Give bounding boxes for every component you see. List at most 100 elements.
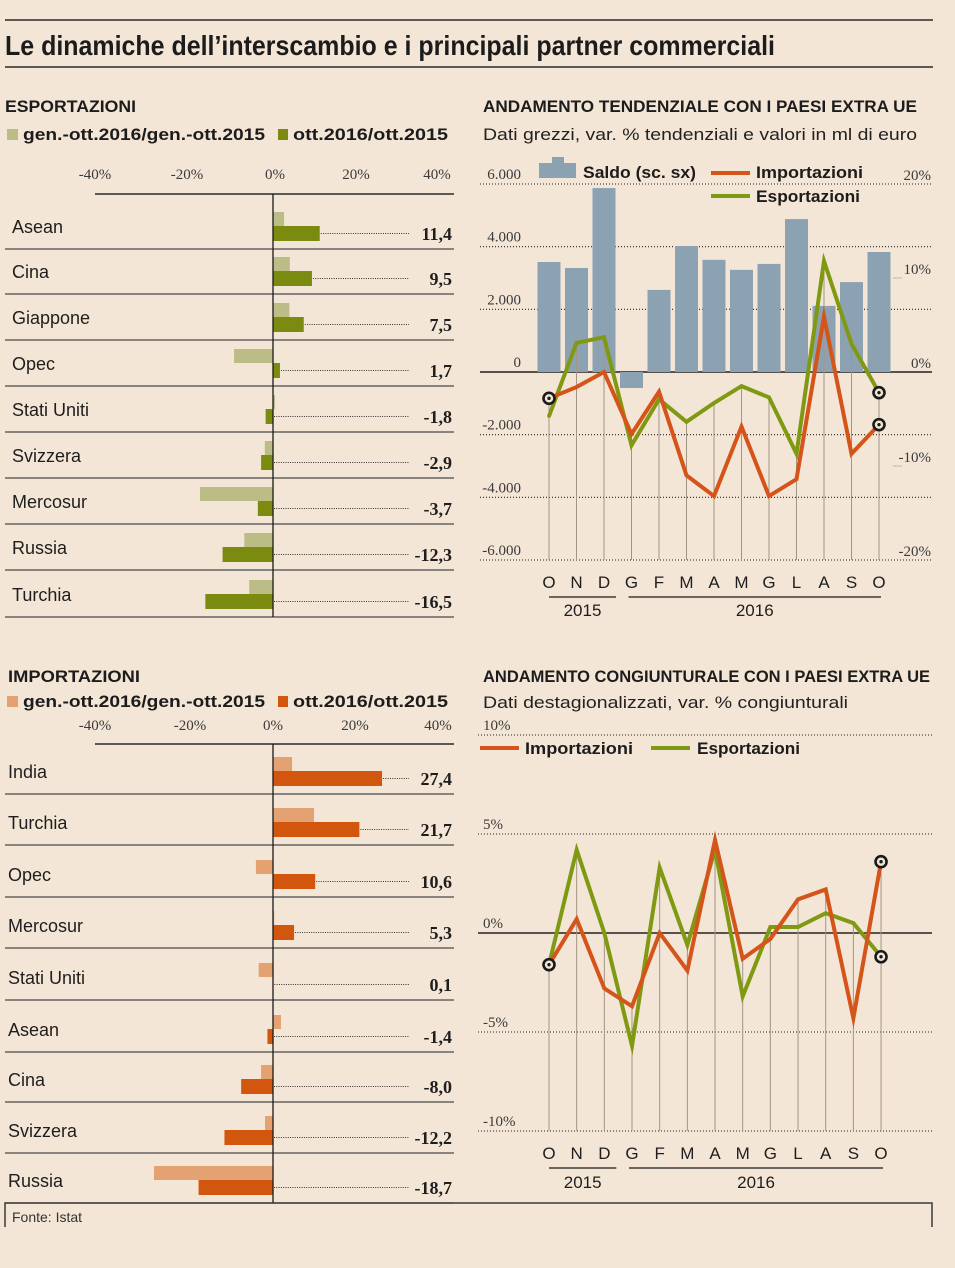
value-label: -1,8 — [424, 407, 453, 427]
exports-point — [767, 395, 771, 400]
x-tick-label: 0% — [263, 718, 283, 734]
exports-point — [629, 443, 634, 448]
bar-row: Cina -8,0 — [5, 1065, 454, 1103]
bar-row: Stati Uniti 0,1 — [5, 963, 454, 1001]
month-label: M — [680, 1144, 694, 1163]
imports-point — [767, 494, 771, 498]
x-tick-label: 20% — [341, 718, 369, 734]
imports-point — [822, 314, 826, 319]
y-axis-label: 5% — [483, 817, 503, 833]
x-tick-label: -40% — [79, 718, 112, 734]
left-axis-label: 2.000 — [487, 292, 521, 308]
right-axis-label: 20% — [904, 168, 932, 184]
value-label: 11,4 — [421, 224, 452, 244]
imports-point — [849, 451, 854, 456]
category-label: Turchia — [8, 813, 68, 833]
imports-point — [630, 1004, 634, 1009]
exports-point — [849, 342, 854, 346]
saldo-bar — [620, 372, 643, 388]
right-axis-label: 10% — [904, 262, 932, 278]
bar-ytd — [273, 303, 290, 317]
value-label: 10,6 — [421, 872, 453, 892]
imports-point — [685, 968, 690, 973]
endpoint-marker-dot — [547, 962, 551, 967]
exports-point — [768, 925, 773, 929]
saldo-bar — [647, 289, 671, 372]
saldo-bar — [565, 267, 588, 372]
imports-point — [740, 956, 745, 961]
saldo-bar — [785, 219, 808, 372]
saldo-bar — [840, 282, 863, 372]
bar-october — [273, 226, 320, 241]
bar-ytd — [264, 441, 273, 455]
bar-october — [222, 547, 273, 562]
y-axis-label: 10% — [483, 718, 511, 734]
value-label: 21,7 — [421, 820, 453, 840]
month-label: O — [542, 573, 555, 592]
bar-ytd — [234, 349, 273, 363]
bar-row: Svizzera -12,2 — [5, 1116, 454, 1154]
bar-row: Asean -1,4 — [5, 1015, 454, 1053]
year-label: 2015 — [564, 1173, 602, 1192]
left-axis-label: -6.000 — [482, 543, 521, 559]
month-label: F — [654, 1144, 664, 1163]
bar-row: Russia -18,7 — [5, 1166, 454, 1204]
endpoint-marker-dot — [877, 422, 881, 427]
month-label: L — [793, 1144, 802, 1163]
legend-label-october: ott.2016/ott.2015 — [293, 125, 448, 144]
left-axis-label: 0 — [514, 355, 522, 371]
legend-swatch-ytd — [7, 129, 18, 140]
bar-ytd — [273, 257, 290, 271]
bar-row: Stati Uniti -1,8 — [5, 395, 454, 433]
month-label: L — [792, 573, 801, 592]
month-label: M — [736, 1144, 750, 1163]
left-axis-label: -4.000 — [482, 480, 521, 496]
exports-point — [602, 335, 606, 340]
x-tick-label: 40% — [424, 718, 452, 734]
saldo-bar — [730, 269, 753, 372]
saldo-bar — [702, 259, 726, 372]
imports-point — [657, 931, 662, 935]
category-label: Russia — [12, 538, 68, 558]
bar-october — [273, 271, 312, 286]
category-label: Svizzera — [8, 1121, 78, 1141]
month-label: N — [571, 1144, 583, 1163]
imports-point — [713, 838, 717, 842]
month-label: A — [820, 1144, 832, 1163]
month-label: A — [818, 573, 830, 592]
month-label: D — [598, 1144, 610, 1163]
imports-point — [823, 887, 828, 892]
right-axis-label: 0% — [911, 356, 931, 372]
saldo-bar — [757, 263, 781, 372]
legend-swatch-ytd — [7, 696, 18, 707]
category-label: Mercosur — [8, 916, 83, 936]
exports-point — [574, 341, 579, 345]
bar-october — [273, 771, 383, 786]
legend-swatch-october — [278, 696, 288, 707]
bar-ytd — [273, 1015, 281, 1029]
bar-october — [273, 363, 280, 378]
bar-ytd — [249, 580, 273, 594]
legend-label-ytd: gen.-ott.2016/gen.-ott.2015 — [23, 125, 265, 144]
month-label: O — [872, 573, 885, 592]
imports-point — [712, 494, 716, 498]
bar-october — [265, 409, 273, 424]
bar-ytd — [200, 487, 273, 501]
x-tick-label: 0% — [265, 167, 285, 183]
bar-ytd — [273, 757, 293, 771]
x-tick-label: -20% — [174, 718, 207, 734]
bar-october — [198, 1180, 273, 1195]
category-label: India — [8, 762, 48, 782]
month-label: G — [764, 1144, 777, 1163]
month-label: N — [570, 573, 582, 592]
legend-label-imports: Importazioni — [756, 163, 863, 182]
imports-point — [574, 917, 579, 921]
legend-label-october: ott.2016/ott.2015 — [293, 692, 448, 711]
bar-ytd — [265, 1116, 273, 1130]
imports-legend: gen.-ott.2016/gen.-ott.2015 ott.2016/ott… — [7, 692, 448, 711]
bar-row: Opec 1,7 — [5, 349, 454, 387]
exports-point — [602, 931, 607, 935]
category-label: Cina — [8, 1070, 46, 1090]
category-label: Turchia — [12, 585, 72, 605]
